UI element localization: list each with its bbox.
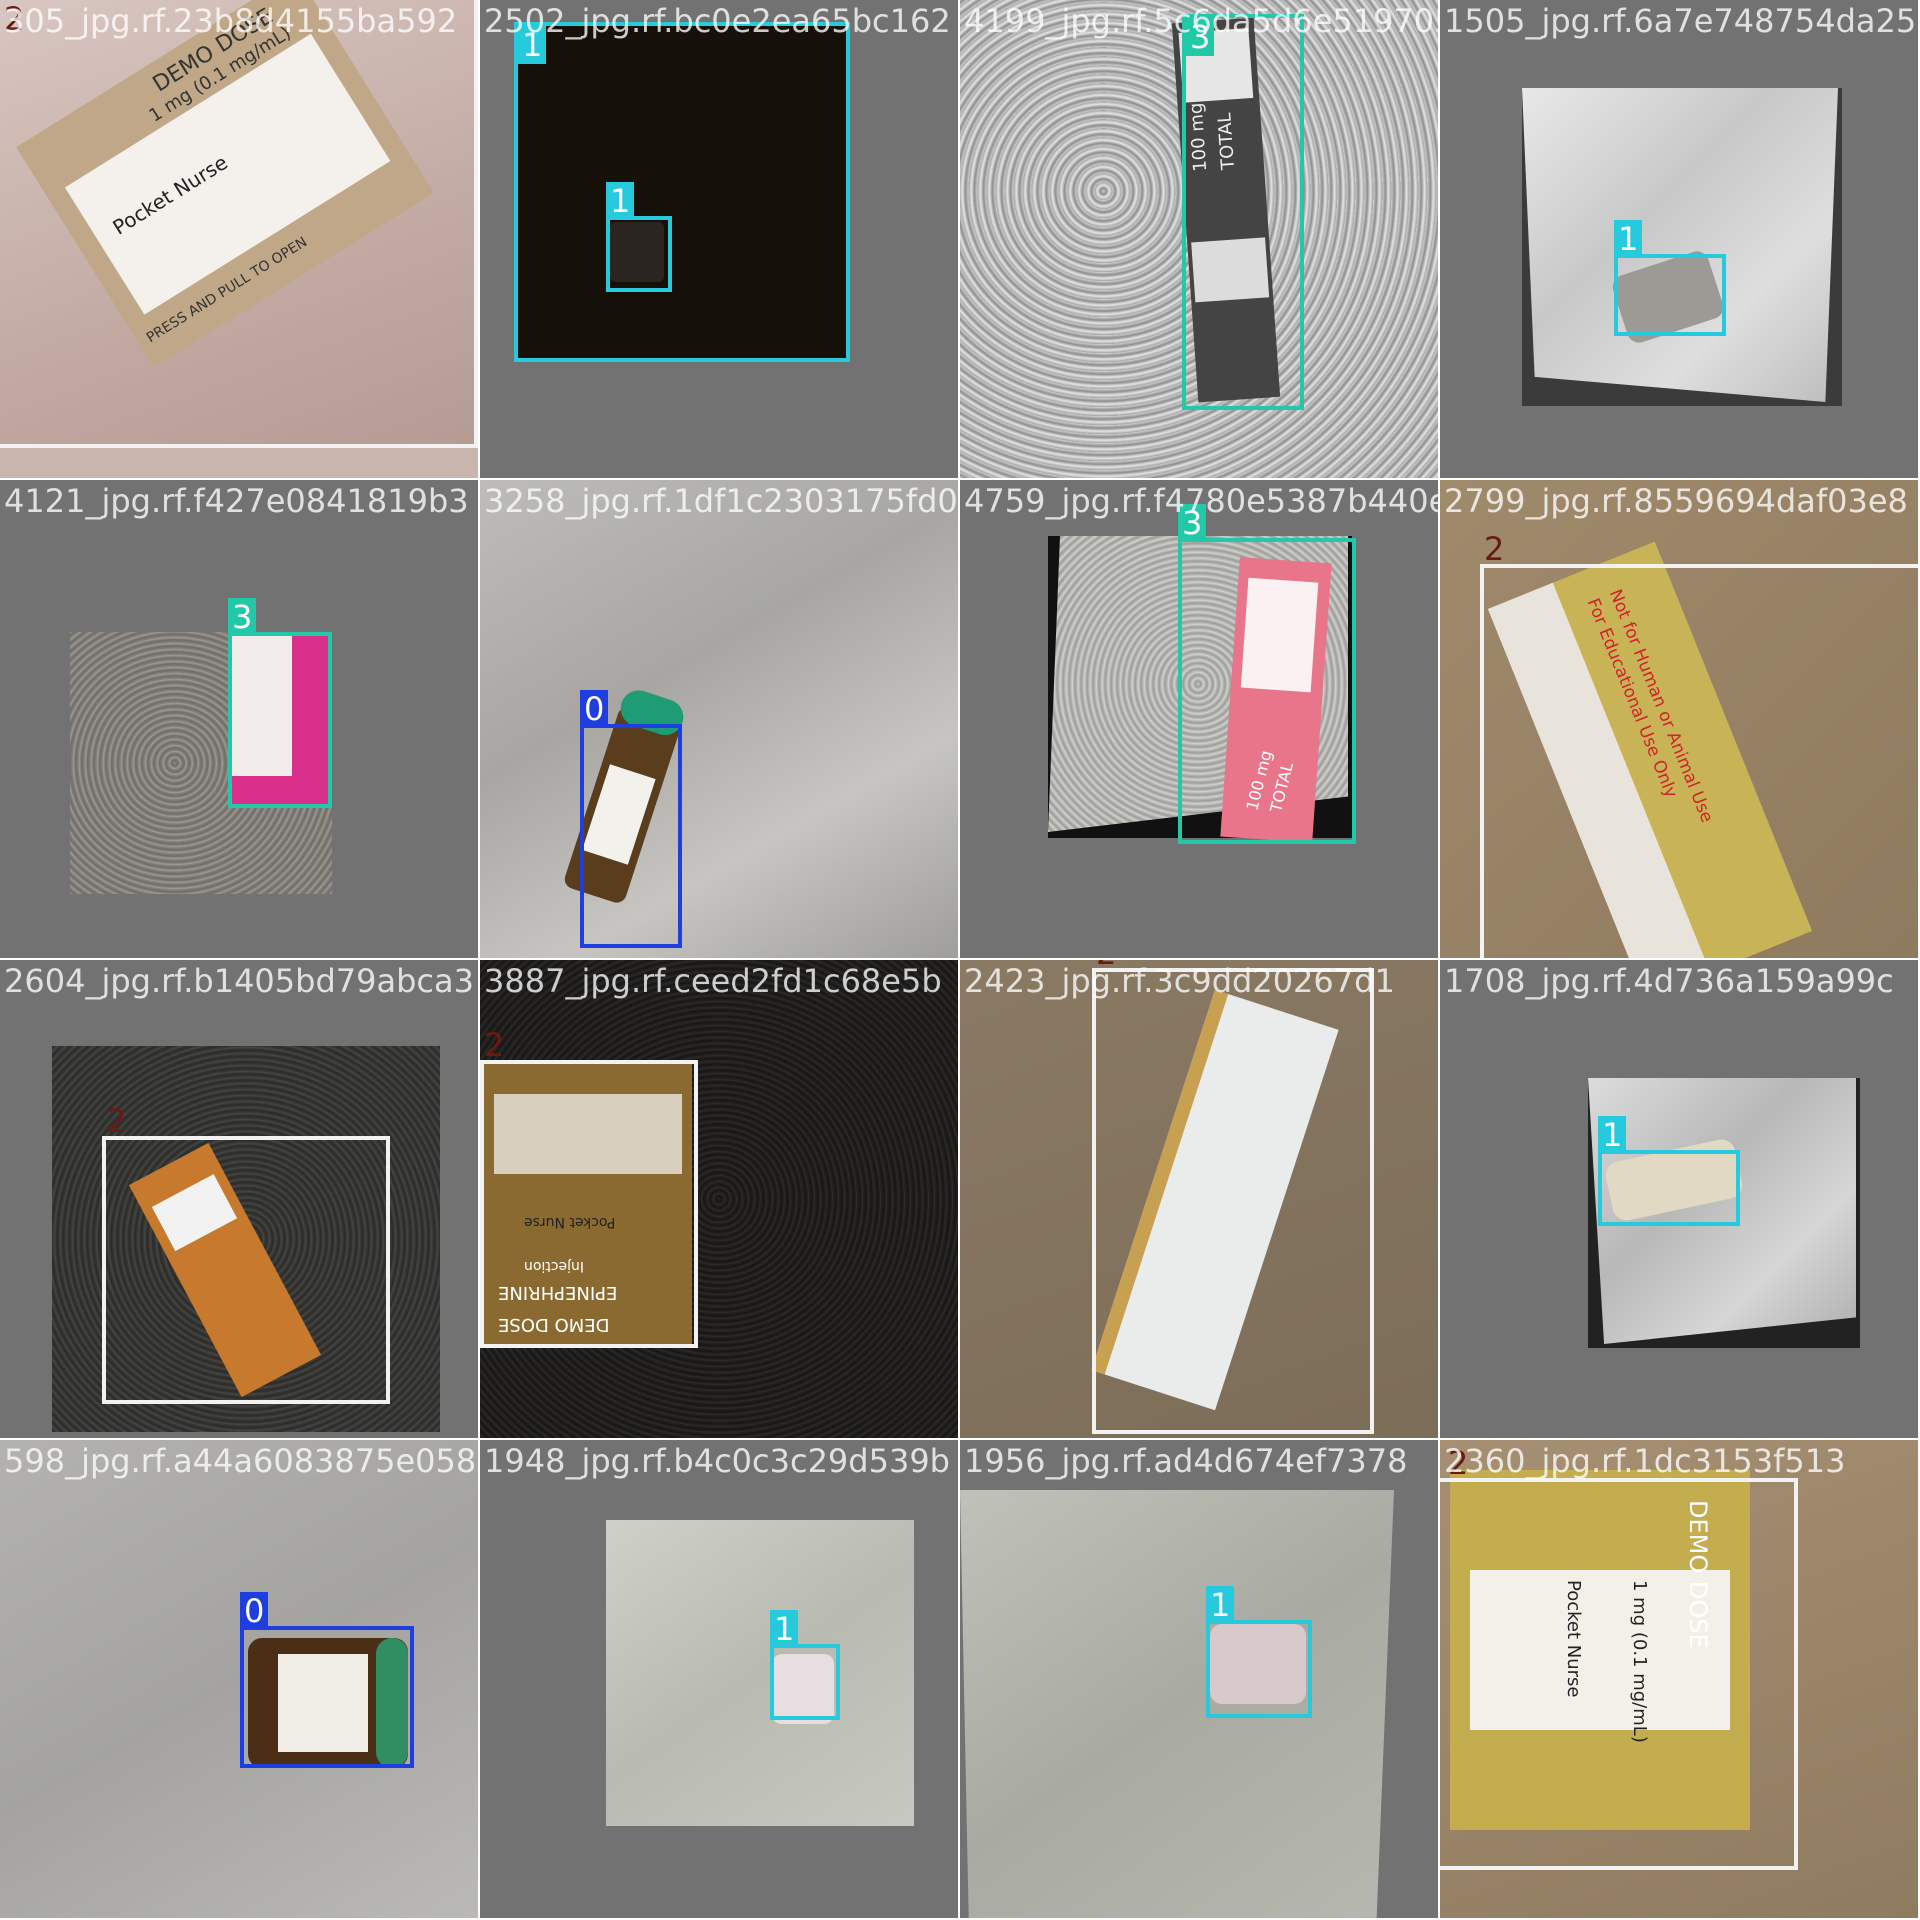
bbox-class-1: 1 — [1206, 1586, 1312, 1718]
bbox-label: 1 — [518, 26, 547, 64]
mosaic-tile: 1 1956_jpg.rf.ad4d674ef7378 — [960, 1440, 1438, 1918]
bbox-label: 1 — [1598, 1116, 1627, 1154]
bbox-class-3: 3 — [228, 598, 332, 808]
bbox-class-2: 2 — [1440, 1444, 1798, 1870]
vial-object — [772, 1654, 834, 1724]
tile-photo — [606, 1520, 914, 1826]
bbox-label: 1 — [1614, 220, 1643, 258]
bbox-class-2: 2 — [0, 0, 478, 448]
tile-filename: 305_jpg.rf.23b8d4155ba592 — [4, 2, 458, 40]
tile-filename: 3258_jpg.rf.1df1c2303175fd0 — [484, 482, 958, 520]
mosaic-tile: 1 1505_jpg.rf.6a7e748754da25 — [1440, 0, 1918, 478]
tile-filename: 2604_jpg.rf.b1405bd79abca3 — [4, 962, 474, 1000]
vial-object — [1210, 1624, 1306, 1704]
bbox-class-0: 0 — [580, 690, 682, 948]
bbox-class-2: 2 — [1092, 960, 1374, 1434]
tile-filename: 4121_jpg.rf.f427e0841819b3 — [4, 482, 469, 520]
mosaic-tile: 1 1708_jpg.rf.4d736a159a99c — [1440, 960, 1918, 1438]
medicine-box: DEMO DOSE 1 mg (0.1 mg/mL) Pocket Nurse — [1450, 1470, 1750, 1830]
bbox-label: 3 — [1178, 504, 1207, 542]
bbox-class-1: 1 — [514, 22, 850, 362]
bbox-class-2: 2 — [1480, 530, 1918, 958]
tile-filename: 1956_jpg.rf.ad4d674ef7378 — [964, 1442, 1408, 1480]
bbox-label: 3 — [228, 598, 257, 636]
tile-filename: 2502_jpg.rf.bc0e2ea65bc162 — [484, 2, 951, 40]
tile-filename: 2360_jpg.rf.1dc3153f513 — [1444, 1442, 1846, 1480]
tile-filename: 598_jpg.rf.a44a6083875e058 — [4, 1442, 477, 1480]
tile-filename: 4199_jpg.rf.5c6da5d6e519705 — [964, 2, 1438, 40]
mosaic-tile: 0 598_jpg.rf.a44a6083875e058 — [0, 1440, 478, 1918]
tile-photo — [480, 480, 958, 958]
bbox-class-0: 0 — [240, 1592, 414, 1768]
vial-object — [248, 1638, 408, 1768]
mosaic-tile: 1 1 2502_jpg.rf.bc0e2ea65bc162 — [480, 0, 958, 478]
mosaic-tile: 1 1948_jpg.rf.b4c0c3c29d539b — [480, 1440, 958, 1918]
bbox-label: 1 — [770, 1610, 799, 1648]
tile-filename: 4759_jpg.rf.f4780e5387b440e — [964, 482, 1438, 520]
mosaic-tile: For Educational Use Only Not for Human o… — [1440, 480, 1918, 958]
bbox-class-2: 2 — [480, 1026, 698, 1348]
vial-object — [610, 222, 664, 282]
bbox-label: 2 — [1448, 1444, 1469, 1482]
bbox-label: 0 — [580, 690, 609, 728]
mosaic-tile: 3 4121_jpg.rf.f427e0841819b3 — [0, 480, 478, 958]
medicine-box: DEMO DOSE EPINEPHRINE Injection Pocket N… — [484, 1064, 692, 1344]
mosaic-tile: DEMO DOSE 1 mg (0.1 mg/mL) Pocket Nurse … — [0, 0, 478, 478]
mosaic-tile: DEMO DOSE EPINEPHRINE Injection Pocket N… — [480, 960, 958, 1438]
bbox-class-1: 1 — [770, 1610, 840, 1720]
bbox-class-1: 1 — [1614, 220, 1726, 336]
bbox-class-3: 3 — [1182, 14, 1304, 410]
bbox-label: 1 — [606, 182, 635, 220]
bbox-label: 2 — [106, 1102, 127, 1140]
bbox-label: 1 — [1206, 1586, 1235, 1624]
bbox-label: 2 — [4, 0, 25, 38]
bbox-class-2: 2 — [102, 1102, 390, 1404]
tile-filename: 2799_jpg.rf.8559694daf03e8 — [1444, 482, 1908, 520]
bbox-label: 2 — [1092, 960, 1120, 972]
bbox-label: 3 — [1186, 18, 1215, 56]
mosaic-tile: 2 2604_jpg.rf.b1405bd79abca3 — [0, 960, 478, 1438]
bbox-class-1: 1 — [1598, 1116, 1740, 1226]
mosaic-tile: 2 2423_jpg.rf.3c9dd20267d1 — [960, 960, 1438, 1438]
mosaic-tile: 100 mg TOTAL 3 4199_jpg.rf.5c6da5d6e5197… — [960, 0, 1438, 478]
paper-surface — [1522, 88, 1838, 402]
tile-filename: 3887_jpg.rf.ceed2fd1c68e5b — [484, 962, 942, 1000]
bbox-label: 0 — [240, 1592, 269, 1630]
tile-photo — [960, 1490, 1394, 1918]
tile-filename: 1708_jpg.rf.4d736a159a99c — [1444, 962, 1894, 1000]
tile-filename: 1948_jpg.rf.b4c0c3c29d539b — [484, 1442, 950, 1480]
medicine-box — [232, 636, 328, 804]
bbox-class-1: 1 — [606, 182, 672, 292]
tile-photo — [514, 24, 848, 358]
tile-filename: 2423_jpg.rf.3c9dd20267d1 — [964, 962, 1395, 1000]
bbox-label: 2 — [1484, 530, 1505, 568]
mosaic-tile: 0 3258_jpg.rf.1df1c2303175fd0 — [480, 480, 958, 958]
mosaic-tile: 100 mg TOTAL 3 4759_jpg.rf.f4780e5387b44… — [960, 480, 1438, 958]
tile-filename: 1505_jpg.rf.6a7e748754da25 — [1444, 2, 1917, 40]
bbox-class-3: 3 — [1178, 504, 1356, 844]
mosaic-tile: DEMO DOSE 1 mg (0.1 mg/mL) Pocket Nurse … — [1440, 1440, 1918, 1918]
bbox-label: 2 — [484, 1026, 505, 1064]
